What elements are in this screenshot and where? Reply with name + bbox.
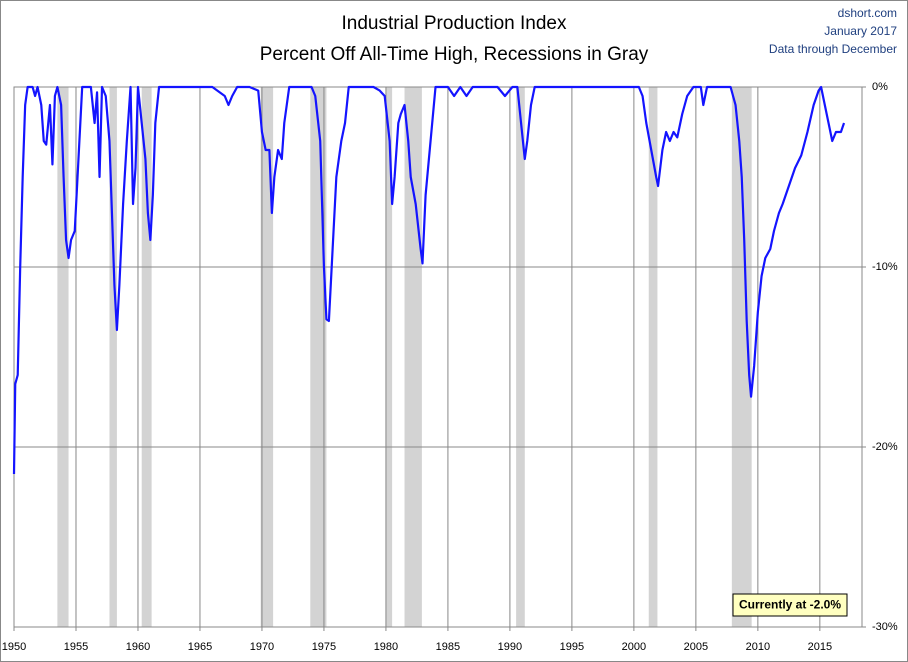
recession-band	[731, 87, 752, 627]
x-tick-label: 1955	[64, 641, 88, 653]
x-tick-label: 1965	[188, 641, 212, 653]
chart-title: Industrial Production Index	[342, 13, 567, 34]
annotation: Currently at -2.0%	[739, 598, 841, 612]
x-tick-label: 1975	[312, 641, 336, 653]
date: January 2017	[824, 24, 897, 38]
note: Data through December	[769, 42, 897, 56]
x-tick-label: 2015	[808, 641, 832, 653]
x-tick-label: 1980	[374, 641, 398, 653]
y-tick-label: -30%	[872, 621, 898, 633]
x-tick-label: 1990	[498, 641, 522, 653]
recession-band	[260, 87, 274, 627]
y-tick-label: -10%	[872, 261, 898, 273]
chart-subtitle: Percent Off All-Time High, Recessions in…	[260, 44, 649, 65]
x-tick-label: 1995	[560, 641, 584, 653]
recession-band	[57, 87, 69, 627]
recession-band	[141, 87, 152, 627]
recession-band	[516, 87, 525, 627]
y-tick-label: 0%	[872, 81, 888, 93]
recession-band	[404, 87, 422, 627]
recession-band	[109, 87, 117, 627]
series-line	[12, 85, 846, 475]
x-tick-label: 1960	[126, 641, 150, 653]
x-tick-label: 1970	[250, 641, 274, 653]
recession-band	[385, 87, 393, 627]
source: dshort.com	[838, 6, 897, 20]
x-tick-label: 2010	[746, 641, 770, 653]
x-tick-label: 1950	[2, 641, 26, 653]
recession-band	[648, 87, 658, 627]
x-tick-label: 1985	[436, 641, 460, 653]
plot-area: 0% -10% -20% -30% 1950 1955 1960 1965 1970 1975 19…	[2, 81, 898, 653]
x-tick-label: 2000	[622, 641, 646, 653]
x-tick-label: 2005	[684, 641, 708, 653]
annotation-box	[732, 593, 848, 617]
y-tick-label: -20%	[872, 441, 898, 453]
